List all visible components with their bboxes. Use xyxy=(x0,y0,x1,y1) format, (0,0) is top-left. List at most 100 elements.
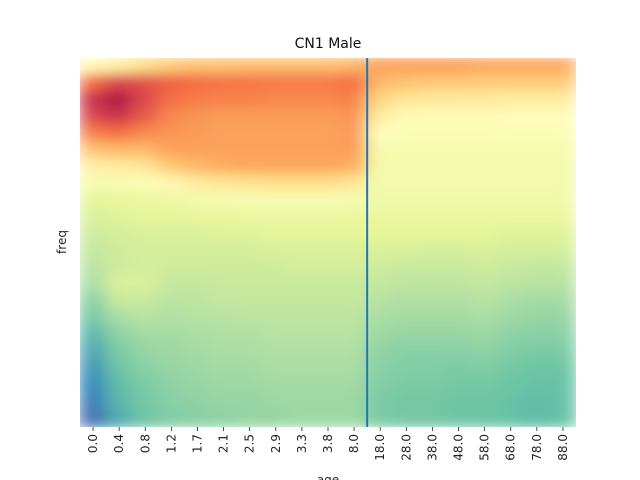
heatmap-cell xyxy=(522,409,551,427)
heatmap-cell xyxy=(496,107,525,127)
heatmap-cell xyxy=(392,325,421,345)
heatmap-cell xyxy=(418,174,447,194)
heatmap-cell xyxy=(313,191,343,210)
heatmap-cell xyxy=(183,174,212,194)
heatmap-cell xyxy=(470,375,499,395)
heatmap-cell xyxy=(340,375,369,395)
heatmap-cell xyxy=(80,375,108,395)
heatmap-cell xyxy=(366,140,395,160)
heatmap-cell xyxy=(235,174,264,194)
heatmap-cell xyxy=(340,174,369,194)
heatmap-cell xyxy=(470,107,499,127)
heatmap-cell xyxy=(522,90,551,110)
x-tick-label: 2.5 xyxy=(243,434,257,453)
heatmap-cell xyxy=(496,392,525,412)
heatmap-cell xyxy=(157,73,186,93)
heatmap-cell xyxy=(444,392,473,412)
heatmap-cell xyxy=(131,124,160,143)
heatmap-cell xyxy=(235,258,264,278)
x-tick-label: 68.0 xyxy=(504,434,518,461)
heatmap-cell xyxy=(548,124,576,143)
heatmap-cell xyxy=(157,224,186,244)
heatmap-cell xyxy=(444,358,473,378)
heatmap-cell xyxy=(496,275,525,294)
heatmap-cell xyxy=(209,124,238,143)
heatmap-cell xyxy=(548,325,576,345)
x-tick-label: 0.0 xyxy=(86,434,100,453)
heatmap-cell xyxy=(340,258,369,278)
heatmap-cell xyxy=(80,291,108,311)
heatmap-cell xyxy=(366,241,395,261)
heatmap-cell xyxy=(157,58,186,76)
heatmap-cell xyxy=(340,325,369,345)
heatmap-cell xyxy=(157,392,186,412)
heatmap-cell xyxy=(340,73,369,93)
heatmap-cell xyxy=(157,241,186,261)
heatmap-cell xyxy=(366,107,395,127)
heatmap-cell xyxy=(496,258,525,278)
heatmap-cell xyxy=(548,73,576,93)
heatmap-cell xyxy=(444,308,473,328)
heatmap-cell xyxy=(392,358,421,378)
heatmap-cell xyxy=(366,258,395,278)
heatmap-cell xyxy=(235,107,264,127)
heatmap-cell xyxy=(470,90,499,110)
heatmap-cell xyxy=(340,124,369,143)
heatmap-cell xyxy=(522,291,551,311)
heatmap-cell xyxy=(418,140,447,160)
heatmap-cell xyxy=(470,207,499,227)
heatmap-cell xyxy=(105,342,134,361)
heatmap-cell xyxy=(418,342,447,361)
heatmap-cell xyxy=(131,358,160,378)
heatmap-cell xyxy=(80,409,108,427)
heatmap-cell xyxy=(470,358,499,378)
heatmap-cell xyxy=(183,325,212,345)
heatmap-cell xyxy=(313,342,343,361)
heatmap-cell xyxy=(235,124,264,143)
heatmap-cell xyxy=(157,207,186,227)
heatmap-cell xyxy=(105,392,134,412)
heatmap-cell xyxy=(470,325,499,345)
heatmap-cell xyxy=(548,191,576,210)
heatmap-cell xyxy=(183,73,212,93)
heatmap-cell xyxy=(80,275,108,294)
heatmap-cell xyxy=(287,392,316,412)
heatmap-cell xyxy=(287,325,316,345)
heatmap-cell xyxy=(418,107,447,127)
heatmap-cell xyxy=(105,375,134,395)
heatmap-cell xyxy=(392,275,421,294)
heatmap-cell xyxy=(261,409,290,427)
heatmap-cell xyxy=(522,191,551,210)
heatmap-cell xyxy=(80,140,108,160)
heatmap-cell xyxy=(444,140,473,160)
heatmap-cell xyxy=(392,191,421,210)
heatmap-cell xyxy=(418,241,447,261)
heatmap-cell xyxy=(261,58,290,76)
heatmap-cell xyxy=(209,275,238,294)
heatmap-cell xyxy=(261,342,290,361)
heatmap-cell xyxy=(313,325,343,345)
heatmap-cell xyxy=(548,409,576,427)
heatmap-cell xyxy=(470,157,499,177)
heatmap-cell xyxy=(105,224,134,244)
heatmap-cell xyxy=(183,409,212,427)
heatmap-cell xyxy=(209,224,238,244)
heatmap-cell xyxy=(522,58,551,76)
heatmap-cell xyxy=(340,342,369,361)
heatmap-cell xyxy=(418,73,447,93)
heatmap-cell xyxy=(209,258,238,278)
heatmap-cell xyxy=(418,58,447,76)
heatmap-cell xyxy=(209,174,238,194)
heatmap-cells xyxy=(80,58,576,427)
heatmap-cell xyxy=(183,258,212,278)
heatmap-cell xyxy=(548,140,576,160)
heatmap-cell xyxy=(261,275,290,294)
heatmap-cell xyxy=(496,90,525,110)
heatmap-cell xyxy=(209,73,238,93)
heatmap-cell xyxy=(392,90,421,110)
heatmap-cell xyxy=(548,90,576,110)
heatmap-cell xyxy=(235,90,264,110)
heatmap-cell xyxy=(80,90,108,110)
heatmap-cell xyxy=(313,308,343,328)
heatmap-cell xyxy=(548,275,576,294)
